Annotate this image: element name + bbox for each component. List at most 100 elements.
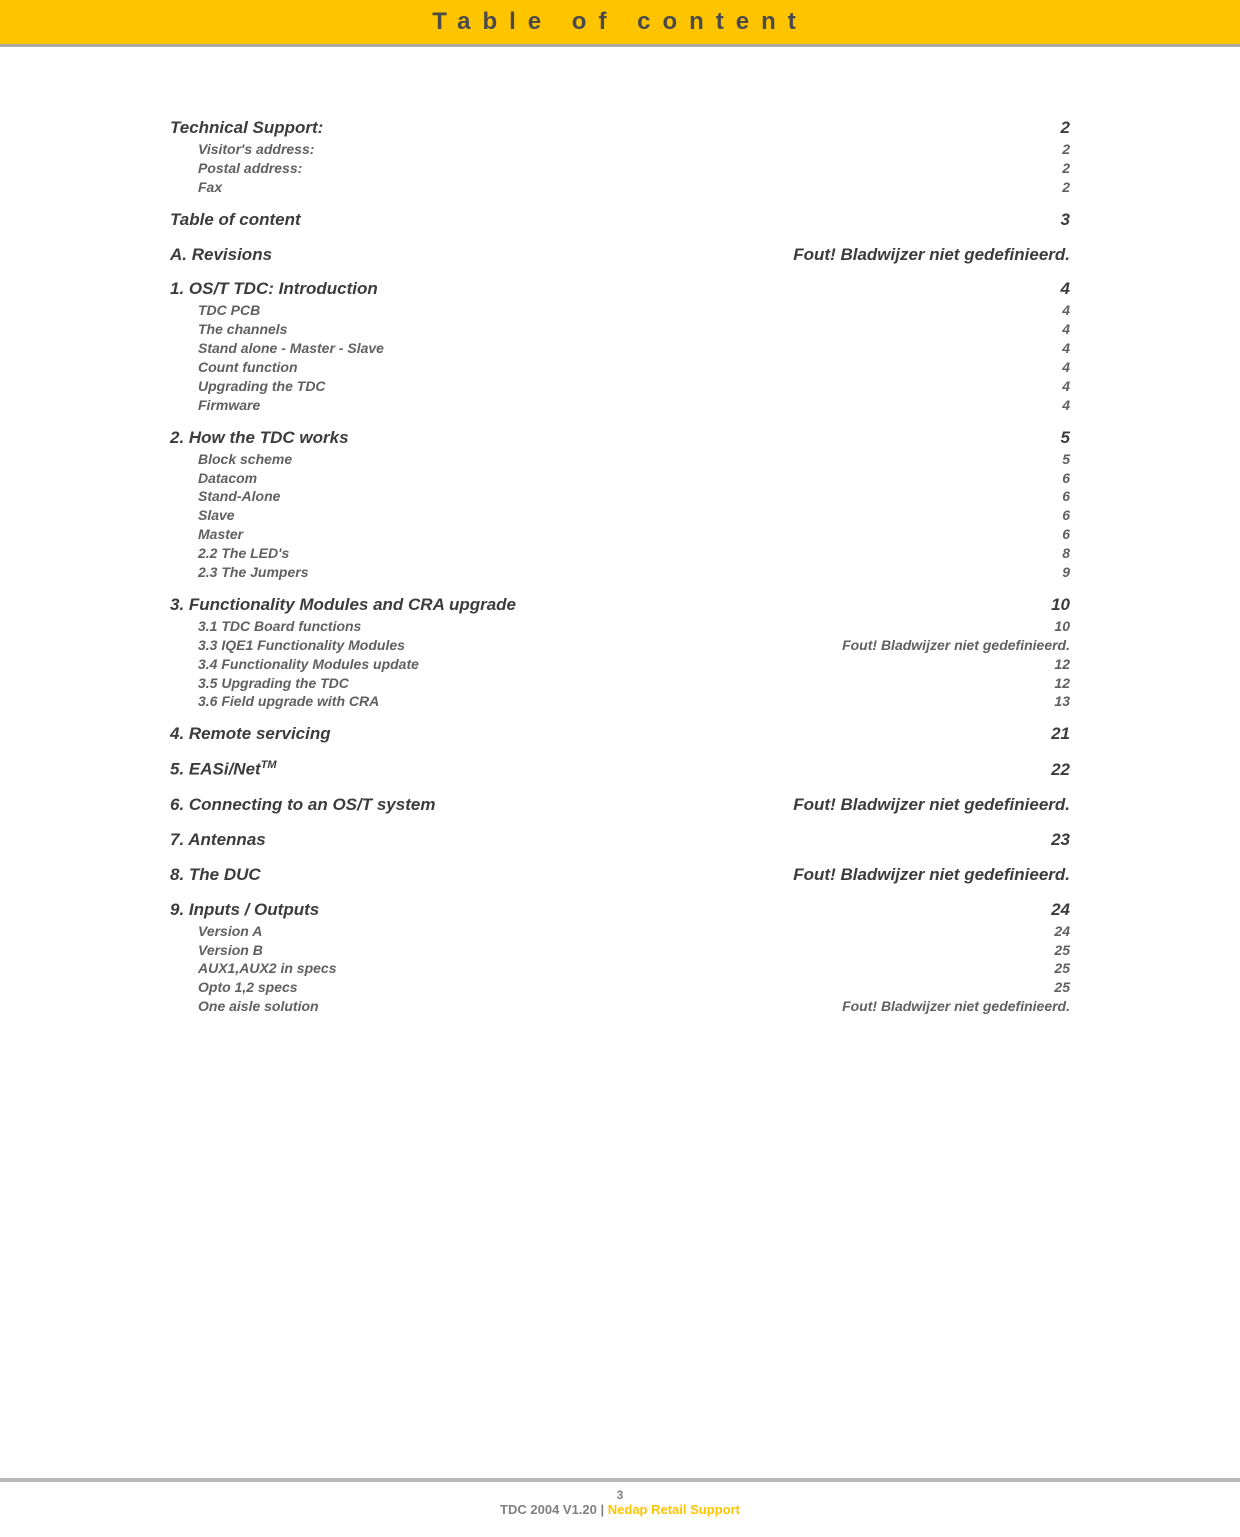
- toc-page: 5: [1061, 427, 1070, 450]
- toc-title: 5. EASi/NetTM: [170, 758, 277, 782]
- toc-entry-level2: Upgrading the TDC 4: [170, 377, 1070, 396]
- toc-title: Postal address:: [198, 159, 302, 178]
- toc-entry-level2: One aisle solution Fout! Bladwijzer niet …: [170, 997, 1070, 1016]
- toc-page: 10: [1051, 594, 1070, 617]
- footer-doc-version: TDC 2004 V1.20: [500, 1502, 597, 1517]
- toc-title: 7. Antennas: [170, 829, 266, 852]
- toc-page: 4: [1062, 358, 1070, 377]
- toc-entry-level1: Table of content 3: [170, 209, 1070, 232]
- toc-title: 2.2 The LED's: [198, 544, 289, 563]
- toc-title: Version B: [198, 941, 263, 960]
- toc-entry-level2: 2.3 The Jumpers9: [170, 563, 1070, 582]
- toc-title: One aisle solution: [198, 997, 319, 1016]
- toc-page: 4: [1062, 339, 1070, 358]
- toc-title: A. Revisions: [170, 244, 272, 267]
- toc-page: Fout! Bladwijzer niet gedefinieerd.: [793, 244, 1070, 267]
- toc-entry-level2: Datacom6: [170, 469, 1070, 488]
- toc-title: 3.1 TDC Board functions: [198, 617, 361, 636]
- toc-title: 2. How the TDC works: [170, 427, 349, 450]
- toc-title: Upgrading the TDC: [198, 377, 326, 396]
- toc-title: 3.3 IQE1 Functionality Modules: [198, 636, 405, 655]
- toc-group: 2. How the TDC works 5Block scheme5Dataco…: [170, 427, 1070, 582]
- toc-entry-level2: Stand-Alone6: [170, 487, 1070, 506]
- toc-entry-level1: 7. Antennas 23: [170, 829, 1070, 852]
- toc-content: Technical Support:2Visitor's address:2Po…: [170, 117, 1070, 1016]
- toc-group: 9. Inputs / Outputs 24Version A24Version …: [170, 899, 1070, 1016]
- toc-entry-level2: 3.6 Field upgrade with CRA 13: [170, 692, 1070, 711]
- toc-entry-level2: Version A24: [170, 922, 1070, 941]
- toc-entry-level2: AUX1,AUX2 in specs25: [170, 959, 1070, 978]
- toc-group: A. Revisions Fout! Bladwijzer niet gedefi…: [170, 244, 1070, 267]
- footer-divider: |: [597, 1502, 608, 1517]
- toc-group: 7. Antennas 23: [170, 829, 1070, 852]
- toc-title: Version A: [198, 922, 262, 941]
- toc-group: 1. OS/T TDC: Introduction4TDC PCB4The ch…: [170, 278, 1070, 414]
- toc-title: 9. Inputs / Outputs: [170, 899, 319, 922]
- toc-title: 3.6 Field upgrade with CRA: [198, 692, 379, 711]
- toc-group: 6. Connecting to an OS/T system Fout! Bla…: [170, 794, 1070, 817]
- toc-entry-level1: 2. How the TDC works 5: [170, 427, 1070, 450]
- toc-page: 2: [1062, 140, 1070, 159]
- toc-title: Master: [198, 525, 243, 544]
- toc-title: Slave: [198, 506, 235, 525]
- toc-page: 2: [1061, 117, 1070, 140]
- toc-title: 8. The DUC: [170, 864, 261, 887]
- toc-entry-level1: 5. EASi/NetTM 22: [170, 758, 1070, 782]
- toc-page: Fout! Bladwijzer niet gedefinieerd.: [793, 794, 1070, 817]
- toc-page: 3: [1061, 209, 1070, 232]
- toc-entry-level1: 6. Connecting to an OS/T system Fout! Bla…: [170, 794, 1070, 817]
- toc-entry-level2: Master6: [170, 525, 1070, 544]
- toc-page: 24: [1051, 899, 1070, 922]
- toc-entry-level1: 8. The DUC Fout! Bladwijzer niet gedefini…: [170, 864, 1070, 887]
- toc-group: Table of content 3: [170, 209, 1070, 232]
- toc-title: Count function: [198, 358, 298, 377]
- toc-entry-level2: 2.2 The LED's 8: [170, 544, 1070, 563]
- footer-page-number: 3: [0, 1488, 1240, 1502]
- toc-page: 2: [1062, 178, 1070, 197]
- toc-page: 4: [1062, 377, 1070, 396]
- toc-page: Fout! Bladwijzer niet gedefinieerd.: [793, 864, 1070, 887]
- toc-title: 3.5 Upgrading the TDC: [198, 674, 349, 693]
- toc-group: 4. Remote servicing21: [170, 723, 1070, 746]
- toc-title: Opto 1,2 specs: [198, 978, 298, 997]
- toc-group: 8. The DUC Fout! Bladwijzer niet gedefini…: [170, 864, 1070, 887]
- toc-page: Fout! Bladwijzer niet gedefinieerd.: [842, 636, 1070, 655]
- toc-page: 6: [1062, 469, 1070, 488]
- toc-page: 13: [1054, 692, 1070, 711]
- toc-page: Fout! Bladwijzer niet gedefinieerd.: [842, 997, 1070, 1016]
- toc-title: The channels: [198, 320, 287, 339]
- footer-text: TDC 2004 V1.20 | Nedap Retail Support: [0, 1502, 1240, 1517]
- toc-entry-level1: 1. OS/T TDC: Introduction4: [170, 278, 1070, 301]
- toc-entry-level2: 3.5 Upgrading the TDC12: [170, 674, 1070, 693]
- footer-brand: Nedap Retail Support: [608, 1502, 740, 1517]
- toc-page: 22: [1051, 759, 1070, 782]
- toc-page: 25: [1054, 978, 1070, 997]
- toc-group: 5. EASi/NetTM 22: [170, 758, 1070, 782]
- toc-title: Stand-Alone: [198, 487, 280, 506]
- toc-entry-level1: 9. Inputs / Outputs 24: [170, 899, 1070, 922]
- toc-entry-level2: The channels4: [170, 320, 1070, 339]
- toc-page: 23: [1051, 829, 1070, 852]
- toc-entry-level1: 4. Remote servicing21: [170, 723, 1070, 746]
- toc-entry-level2: Slave6: [170, 506, 1070, 525]
- toc-page: 8: [1062, 544, 1070, 563]
- toc-title: Table of content: [170, 209, 301, 232]
- toc-entry-level2: Opto 1,2 specs 25: [170, 978, 1070, 997]
- toc-title: 4. Remote servicing: [170, 723, 331, 746]
- toc-entry-level2: 3.1 TDC Board functions10: [170, 617, 1070, 636]
- toc-title: 6. Connecting to an OS/T system: [170, 794, 435, 817]
- toc-title: 3.4 Functionality Modules update: [198, 655, 419, 674]
- toc-title: 3. Functionality Modules and CRA upgrade: [170, 594, 516, 617]
- toc-page: 9: [1062, 563, 1070, 582]
- toc-entry-level2: Block scheme5: [170, 450, 1070, 469]
- toc-page: 4: [1061, 278, 1070, 301]
- footer-rule: [0, 1478, 1240, 1482]
- toc-group: 3. Functionality Modules and CRA upgrade…: [170, 594, 1070, 711]
- toc-entry-level2: Count function 4: [170, 358, 1070, 377]
- toc-entry-level1: 3. Functionality Modules and CRA upgrade…: [170, 594, 1070, 617]
- toc-entry-level2: TDC PCB4: [170, 301, 1070, 320]
- toc-entry-level2: Version B 25: [170, 941, 1070, 960]
- toc-page: 2: [1062, 159, 1070, 178]
- toc-page: 25: [1054, 941, 1070, 960]
- toc-title: Stand alone - Master - Slave: [198, 339, 384, 358]
